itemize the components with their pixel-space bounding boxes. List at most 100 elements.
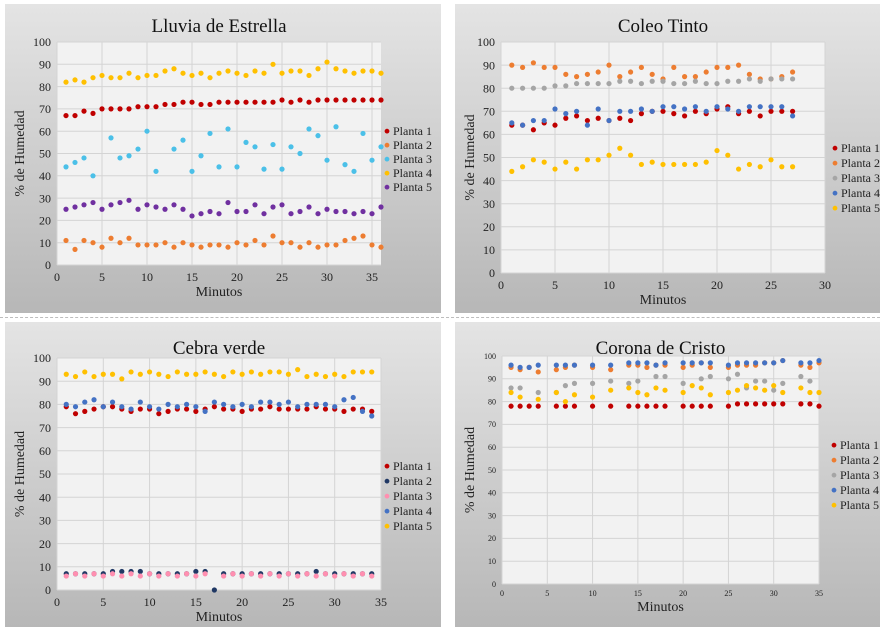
data-point	[270, 233, 276, 239]
data-point	[682, 74, 688, 80]
data-point	[81, 108, 87, 114]
data-point	[508, 362, 514, 368]
data-point	[207, 208, 213, 215]
data-point	[171, 101, 177, 108]
data-point	[288, 99, 294, 105]
data-point	[626, 380, 632, 386]
y-tick-label: 0	[45, 583, 51, 597]
legend-marker	[832, 145, 838, 151]
data-point	[552, 122, 558, 128]
data-point	[574, 80, 580, 87]
legend-marker	[384, 156, 390, 162]
data-point	[714, 80, 720, 87]
data-point	[126, 235, 132, 241]
series-planta-5	[63, 367, 375, 382]
data-point	[753, 385, 759, 391]
data-point	[807, 378, 813, 384]
series-planta-3	[63, 571, 375, 579]
data-point	[171, 244, 177, 250]
series-planta-2	[63, 233, 384, 252]
data-point	[332, 573, 338, 579]
data-point	[584, 71, 590, 77]
legend-entry: Planta 5	[840, 498, 879, 512]
y-tick-label: 50	[483, 151, 495, 165]
data-point	[562, 362, 568, 368]
data-point	[63, 237, 69, 244]
y-tick-label: 70	[488, 420, 496, 429]
data-point	[248, 404, 254, 410]
data-point	[234, 70, 240, 76]
data-point	[306, 99, 312, 105]
data-point	[221, 401, 227, 407]
data-point	[617, 115, 623, 121]
data-point	[517, 385, 523, 391]
data-point	[119, 573, 125, 579]
data-point	[261, 166, 267, 172]
data-point	[662, 360, 668, 366]
legend-entry: Planta 3	[840, 468, 879, 482]
data-point	[180, 206, 186, 212]
data-point	[807, 360, 813, 366]
data-point	[135, 75, 141, 81]
data-point	[608, 367, 614, 373]
chart-title: Coleo Tinto	[618, 16, 708, 37]
data-point	[144, 202, 150, 208]
series-planta-1	[63, 97, 384, 119]
data-point	[768, 108, 774, 114]
data-point	[198, 211, 204, 217]
legend-marker	[384, 128, 390, 134]
data-point	[90, 75, 96, 81]
data-point	[315, 211, 321, 217]
data-point	[541, 85, 547, 91]
x-axis-label: Minutos	[637, 600, 684, 615]
data-point	[635, 378, 641, 384]
data-point	[91, 373, 97, 380]
data-point	[628, 78, 634, 84]
data-point	[562, 403, 568, 409]
data-point	[216, 211, 222, 217]
data-point	[574, 74, 580, 80]
data-point	[552, 106, 558, 112]
legend-marker	[832, 175, 838, 181]
data-point	[239, 408, 245, 414]
series-planta-5	[508, 383, 822, 405]
data-point	[644, 403, 650, 409]
data-point	[285, 571, 292, 577]
data-point	[230, 571, 236, 577]
y-tick-label: 100	[33, 351, 51, 365]
data-point	[315, 66, 321, 72]
data-point	[295, 404, 301, 410]
data-point	[202, 571, 208, 577]
data-point	[184, 371, 190, 377]
data-point	[72, 204, 78, 210]
data-point	[746, 104, 752, 110]
data-point	[707, 373, 713, 380]
data-point	[239, 573, 245, 579]
legend-marker	[384, 463, 390, 469]
data-point	[82, 399, 88, 405]
data-point	[790, 76, 796, 82]
data-point	[252, 99, 258, 105]
data-point	[324, 242, 330, 248]
x-tick-label: 5	[99, 270, 105, 284]
data-point	[171, 146, 177, 152]
y-tick-label: 70	[39, 421, 51, 435]
x-tick-label: 35	[366, 270, 378, 284]
data-point	[306, 72, 312, 79]
data-point	[342, 208, 348, 215]
legend-entry: Planta 4	[393, 166, 432, 180]
data-point	[508, 389, 514, 396]
data-point	[322, 571, 329, 577]
data-point	[584, 122, 590, 128]
data-point	[660, 161, 666, 168]
chart-title: Corona de Cristo	[596, 338, 726, 359]
data-point	[207, 101, 213, 108]
data-point	[779, 76, 785, 82]
y-tick-label: 30	[39, 191, 51, 205]
data-point	[153, 168, 159, 174]
y-tick-label: 60	[39, 444, 51, 458]
data-point	[288, 68, 294, 74]
data-point	[771, 387, 777, 393]
data-point	[174, 369, 180, 375]
data-point	[117, 155, 123, 161]
